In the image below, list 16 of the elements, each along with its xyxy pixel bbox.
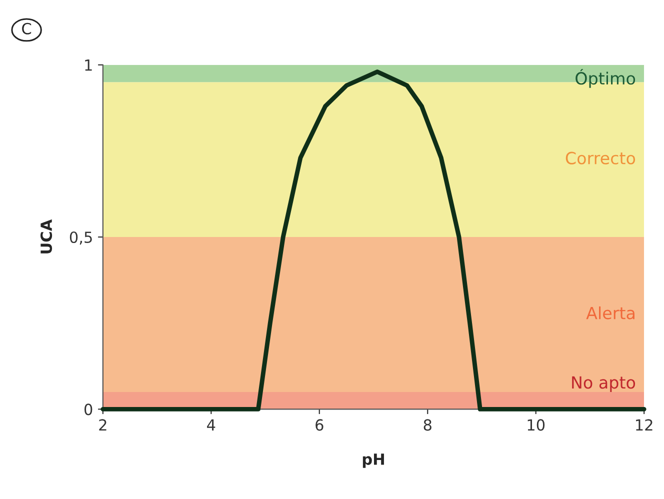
- x-tick-label: 4: [207, 419, 216, 431]
- band-label: Correcto: [566, 152, 636, 164]
- y-tick-label: 1: [85, 60, 92, 71]
- x-tick-label: 8: [424, 419, 432, 431]
- x-tick-label: 2: [99, 419, 106, 431]
- y-tick-label: 0: [84, 404, 92, 416]
- x-axis-title: pH: [362, 454, 384, 468]
- x-tick-label: 10: [528, 419, 545, 431]
- x-tick-label: 12: [636, 419, 652, 431]
- y-tick-label: 0,5: [70, 231, 92, 245]
- y-axis-title: UCA: [40, 219, 52, 254]
- x-tick-label: 6: [316, 419, 324, 431]
- band-label: Alerta: [586, 306, 634, 320]
- band-label: No apto: [572, 376, 636, 392]
- band-label: Óptimo: [576, 69, 636, 88]
- text: C: [22, 22, 32, 34]
